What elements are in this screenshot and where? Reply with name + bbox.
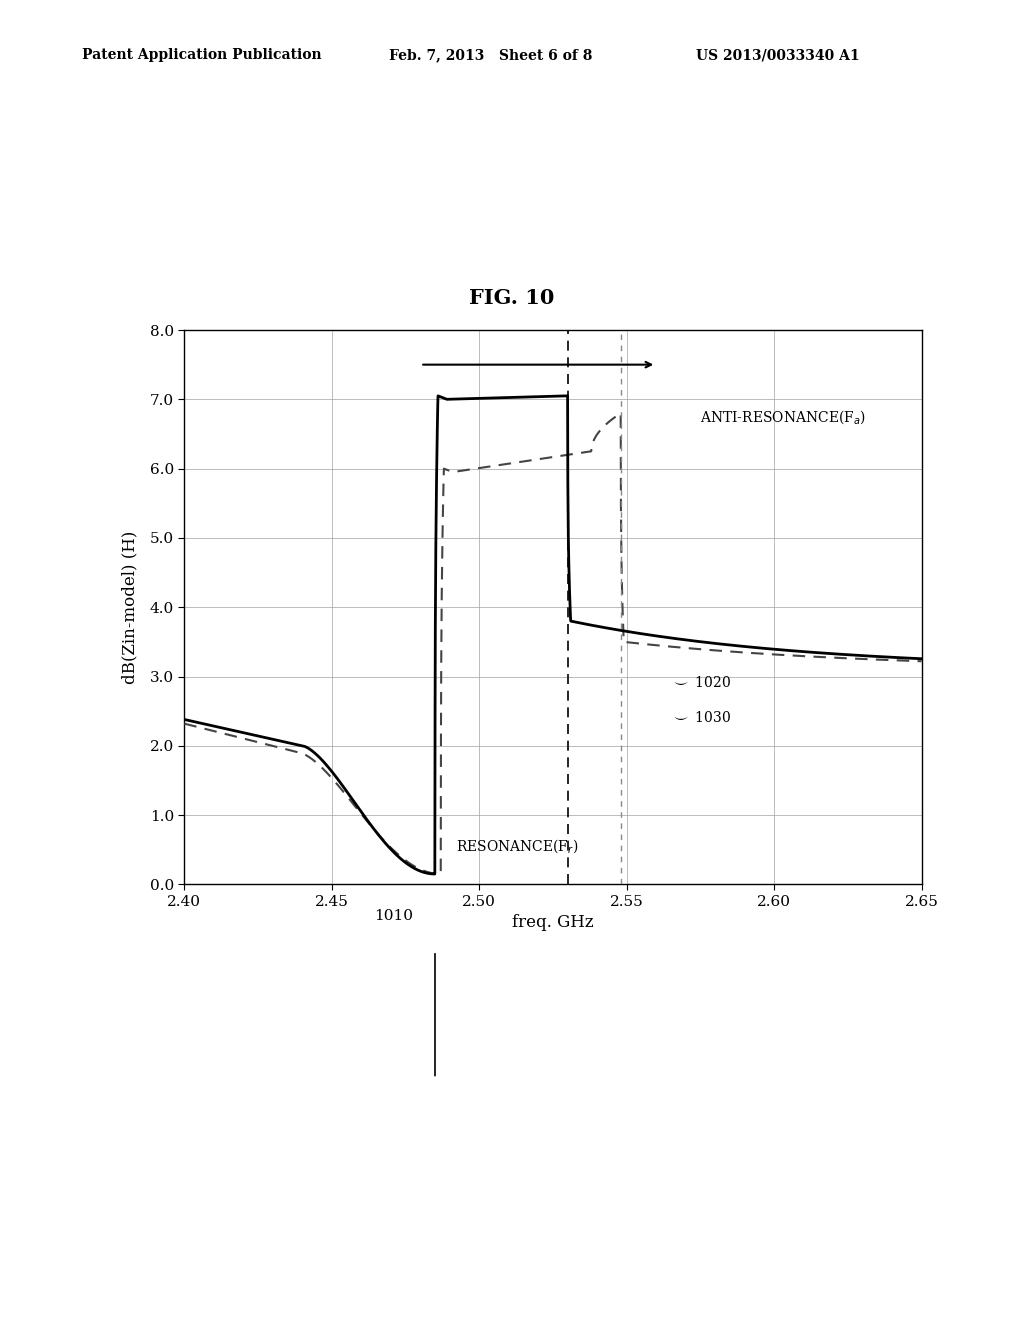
Text: ANTI-RESONANCE(F$_a$): ANTI-RESONANCE(F$_a$) <box>700 408 866 425</box>
Text: US 2013/0033340 A1: US 2013/0033340 A1 <box>696 49 860 62</box>
Text: FIG. 10: FIG. 10 <box>469 288 555 308</box>
Text: $\smile$ 1020: $\smile$ 1020 <box>671 675 731 690</box>
Y-axis label: dB(Zin-model) (H): dB(Zin-model) (H) <box>122 531 138 684</box>
Text: RESONANCE(F$_r$): RESONANCE(F$_r$) <box>456 837 578 855</box>
Text: Patent Application Publication: Patent Application Publication <box>82 49 322 62</box>
Text: Feb. 7, 2013   Sheet 6 of 8: Feb. 7, 2013 Sheet 6 of 8 <box>389 49 593 62</box>
X-axis label: freq. GHz: freq. GHz <box>512 915 594 932</box>
Text: 1010: 1010 <box>374 909 413 923</box>
Text: $\smile$ 1030: $\smile$ 1030 <box>671 710 731 725</box>
